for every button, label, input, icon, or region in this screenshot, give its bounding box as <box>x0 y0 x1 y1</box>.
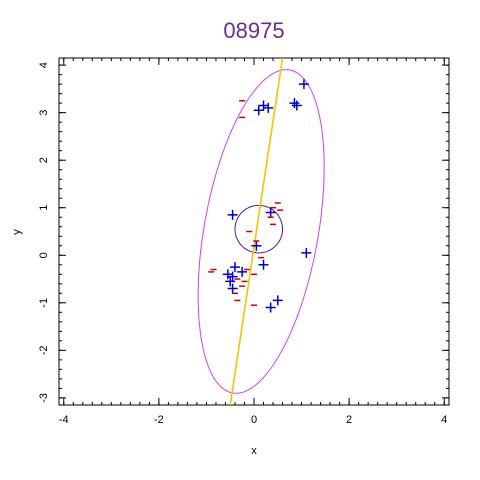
plus-marker <box>289 98 300 109</box>
x-tick-label: 4 <box>441 414 447 426</box>
y-tick-label: -1 <box>38 298 50 308</box>
plus-marker <box>301 247 312 258</box>
y-axis-label: y <box>11 229 23 235</box>
plus-marker <box>265 207 276 218</box>
plus-marker <box>227 209 238 220</box>
y-tick-label: 2 <box>38 157 50 163</box>
y-tick-label: -2 <box>38 345 50 355</box>
plot-area: -4 -2 0 2 4 -3 -2 -1 0 1 2 3 4 <box>38 57 450 426</box>
chart-title: 08975 <box>223 18 284 43</box>
plus-marker <box>225 276 236 287</box>
x-tick-label: 0 <box>251 414 257 426</box>
plus-marker <box>298 79 309 90</box>
plus-marker <box>272 295 283 306</box>
plus-marker <box>251 240 262 251</box>
y-tick-label: -3 <box>38 393 50 403</box>
plus-marker <box>237 266 248 277</box>
x-tick-label: -2 <box>154 414 164 426</box>
y-tick-label: 0 <box>38 252 50 258</box>
y-tick-label: 3 <box>38 110 50 116</box>
x-tick-label: 2 <box>346 414 352 426</box>
plus-marker <box>253 105 264 116</box>
plus-marker <box>258 259 269 270</box>
plus-marker <box>227 271 238 282</box>
plus-marker <box>229 262 240 273</box>
plus-marker <box>258 100 269 111</box>
fit-ellipse <box>197 69 325 394</box>
x-tick-label: -4 <box>59 414 69 426</box>
plus-marker <box>265 302 276 313</box>
axis-line <box>229 58 284 405</box>
y-tick-label: 1 <box>38 205 50 211</box>
plus-marker <box>291 100 302 111</box>
y-tick-label: 4 <box>38 62 50 68</box>
plus-marker <box>227 283 238 294</box>
plus-marker <box>222 269 233 280</box>
plus-marker <box>263 102 274 113</box>
x-axis-label: x <box>251 445 257 457</box>
